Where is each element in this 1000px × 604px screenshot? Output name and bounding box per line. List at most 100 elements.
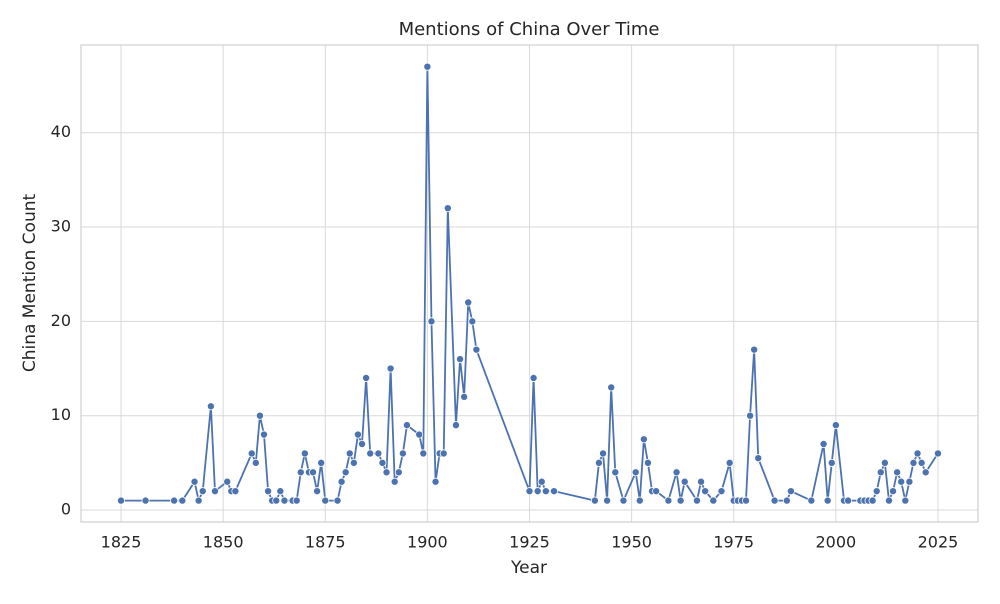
x-tick-label: 1875 [305, 533, 346, 552]
data-point [223, 477, 232, 486]
data-point [443, 204, 452, 213]
data-point [333, 496, 342, 505]
data-point [353, 430, 362, 439]
y-tick-label: 20 [51, 311, 71, 330]
data-point [345, 449, 354, 458]
data-point [468, 317, 477, 326]
data-point [639, 435, 648, 444]
x-tick-label: 2025 [918, 533, 959, 552]
data-point [117, 496, 126, 505]
data-point [362, 373, 371, 382]
y-tick-label: 40 [51, 122, 71, 141]
data-point [382, 468, 391, 477]
data-point [905, 477, 914, 486]
data-point [419, 449, 428, 458]
data-point [880, 458, 889, 467]
data-point [897, 477, 906, 486]
data-point [909, 458, 918, 467]
data-point [590, 496, 599, 505]
data-point [194, 496, 203, 505]
data-point [635, 496, 644, 505]
data-point [652, 487, 661, 496]
data-point [619, 496, 628, 505]
data-point [341, 468, 350, 477]
x-tick-label: 1850 [203, 533, 244, 552]
data-point [264, 487, 273, 496]
data-point [889, 487, 898, 496]
y-tick-label: 0 [61, 500, 71, 519]
data-point [247, 449, 256, 458]
data-point [427, 317, 436, 326]
data-point [398, 449, 407, 458]
data-point [259, 430, 268, 439]
data-point [456, 355, 465, 364]
data-point [631, 468, 640, 477]
chart-title: Mentions of China Over Time [399, 19, 660, 40]
data-point [394, 468, 403, 477]
data-point [296, 468, 305, 477]
x-tick-label: 1950 [611, 533, 652, 552]
data-point [231, 487, 240, 496]
data-point [754, 454, 763, 463]
x-tick-label: 1925 [509, 533, 550, 552]
data-point [741, 496, 750, 505]
data-point [782, 496, 791, 505]
data-point [823, 496, 832, 505]
data-point [170, 496, 179, 505]
x-tick-label: 1825 [101, 533, 142, 552]
data-point [251, 458, 260, 467]
x-tick-label: 1975 [713, 533, 754, 552]
data-point [402, 421, 411, 430]
data-point [868, 496, 877, 505]
data-point [210, 487, 219, 496]
data-point [664, 496, 673, 505]
data-point [672, 468, 681, 477]
data-point [680, 477, 689, 486]
data-point [827, 458, 836, 467]
data-point [717, 487, 726, 496]
data-point [884, 496, 893, 505]
data-point [525, 487, 534, 496]
data-point [872, 487, 881, 496]
data-point [701, 487, 710, 496]
data-point [611, 468, 620, 477]
data-point [933, 449, 942, 458]
x-tick-label: 2000 [815, 533, 856, 552]
data-point [337, 477, 346, 486]
plot-frame [80, 44, 979, 523]
y-axis-label: China Mention Count [20, 194, 40, 373]
data-point [374, 449, 383, 458]
data-point [472, 345, 481, 354]
data-point [893, 468, 902, 477]
data-point [692, 496, 701, 505]
data-point [917, 458, 926, 467]
data-point [913, 449, 922, 458]
data-point [190, 477, 199, 486]
data-point [358, 439, 367, 448]
x-axis-label: Year [510, 558, 547, 578]
data-point [141, 496, 150, 505]
data-point [746, 411, 755, 420]
data-point [819, 439, 828, 448]
data-point [255, 411, 264, 420]
data-point [321, 496, 330, 505]
data-point [313, 487, 322, 496]
data-point [770, 496, 779, 505]
data-point [607, 383, 616, 392]
data-point [807, 496, 816, 505]
data-point [423, 62, 432, 71]
data-point [378, 458, 387, 467]
data-point [676, 496, 685, 505]
data-point [178, 496, 187, 505]
data-point [697, 477, 706, 486]
data-point [276, 487, 285, 496]
data-point [537, 477, 546, 486]
data-point [541, 487, 550, 496]
data-point [431, 477, 440, 486]
data-point [876, 468, 885, 477]
data-point [643, 458, 652, 467]
data-point [300, 449, 309, 458]
data-point [921, 468, 930, 477]
data-point [460, 392, 469, 401]
data-point [386, 364, 395, 373]
